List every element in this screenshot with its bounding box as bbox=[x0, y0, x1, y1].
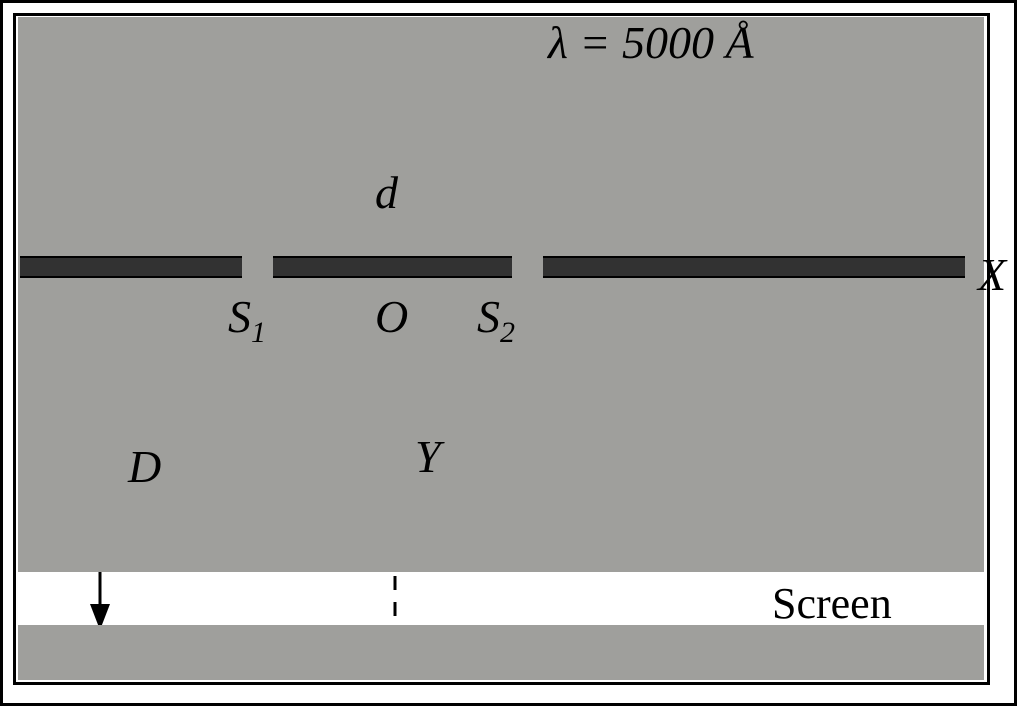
slit-bar-1 bbox=[273, 256, 512, 278]
slit-bar-2 bbox=[543, 256, 965, 278]
upper-gray-panel bbox=[18, 17, 984, 572]
slit-bar-0 bbox=[20, 256, 242, 278]
lower-gray-panel bbox=[18, 625, 984, 680]
